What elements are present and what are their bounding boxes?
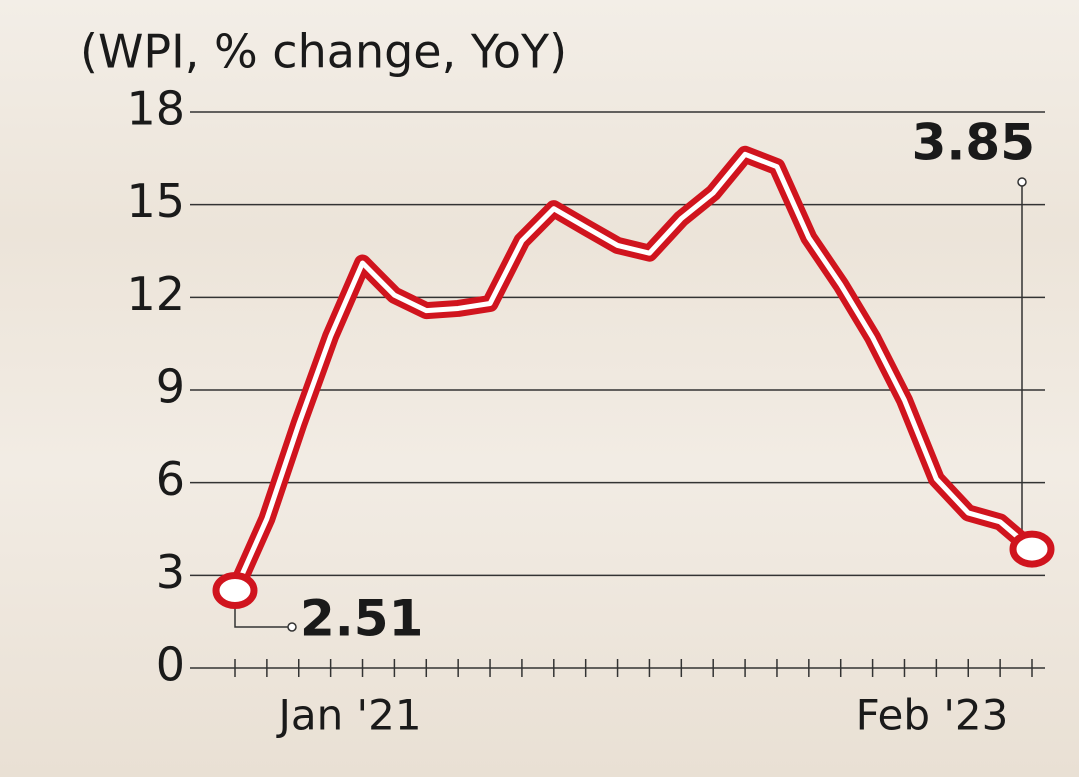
x-tick-label: Jan '21 <box>275 691 421 740</box>
end-marker <box>1009 530 1055 568</box>
end-marker <box>212 571 258 609</box>
leader-dot <box>1017 177 1027 187</box>
x-tick-label: Feb '23 <box>856 691 1009 740</box>
y-tick-label: 15 <box>126 174 185 228</box>
line-inner <box>232 151 1035 593</box>
y-tick-label: 18 <box>126 82 185 136</box>
data-label: 3.85 <box>912 114 1035 172</box>
chart-title: (WPI, % change, YoY) <box>80 25 567 79</box>
data-label: 2.51 <box>300 590 423 648</box>
leader-dot <box>287 622 297 632</box>
y-tick-label: 12 <box>126 267 185 321</box>
y-tick-label: 0 <box>156 638 185 692</box>
y-tick-label: 6 <box>156 452 185 506</box>
y-tick-label: 3 <box>156 545 185 599</box>
y-tick-label: 9 <box>156 360 185 414</box>
